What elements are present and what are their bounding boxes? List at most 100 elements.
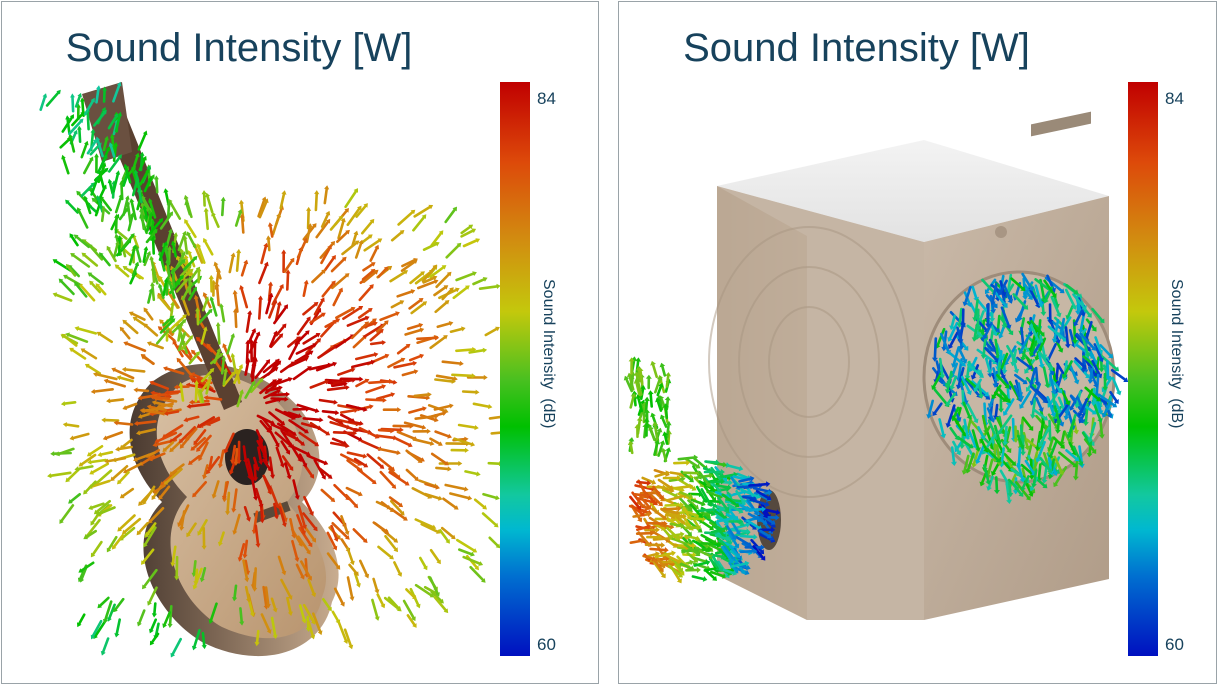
intensity-arrow <box>222 362 232 375</box>
intensity-arrow <box>635 525 649 532</box>
intensity-arrow <box>216 324 221 345</box>
intensity-arrow-head <box>722 461 727 468</box>
intensity-arrow-head <box>105 146 111 151</box>
intensity-arrow-head <box>353 430 358 436</box>
intensity-arrow-head <box>1073 379 1080 385</box>
intensity-arrow-head <box>228 470 234 475</box>
intensity-arrow <box>636 501 648 509</box>
intensity-arrow-head <box>1080 408 1086 414</box>
intensity-arrow-head <box>1001 370 1008 375</box>
intensity-arrow <box>991 282 998 303</box>
intensity-arrow <box>387 358 404 369</box>
intensity-arrow <box>265 386 281 393</box>
intensity-arrow-head <box>60 334 66 339</box>
intensity-arrow <box>121 328 131 340</box>
intensity-arrow-head <box>158 495 163 500</box>
intensity-arrow <box>244 382 255 399</box>
intensity-arrow-head <box>65 199 70 205</box>
intensity-arrow <box>95 87 100 104</box>
intensity-arrow <box>62 157 70 175</box>
intensity-arrow <box>999 352 1009 373</box>
intensity-arrow-head <box>221 495 227 501</box>
intensity-arrow <box>121 438 133 449</box>
intensity-arrow <box>98 506 116 516</box>
intensity-arrow-head <box>660 525 666 531</box>
intensity-arrow-head <box>79 118 84 124</box>
intensity-arrow-head <box>728 479 733 486</box>
intensity-arrow-head <box>356 583 361 588</box>
intensity-arrow <box>974 378 982 391</box>
intensity-arrow <box>1052 367 1057 382</box>
intensity-arrow-head <box>186 532 191 538</box>
intensity-arrow <box>75 235 90 248</box>
intensity-arrow <box>428 576 439 595</box>
intensity-arrow-head <box>225 511 231 516</box>
intensity-arrow <box>74 95 81 108</box>
intensity-arrow-head <box>93 509 99 515</box>
intensity-arrow-head <box>415 603 421 609</box>
intensity-arrow <box>146 214 153 232</box>
intensity-arrow-head <box>80 348 86 353</box>
intensity-arrow-head <box>332 361 338 367</box>
intensity-arrow-head <box>687 506 693 512</box>
intensity-arrow-head <box>186 231 191 237</box>
intensity-arrow-head <box>251 328 257 333</box>
intensity-arrow-head <box>176 255 181 261</box>
intensity-arrow-head <box>63 274 68 280</box>
intensity-arrow-head <box>59 519 64 524</box>
intensity-arrow-head <box>137 395 142 401</box>
intensity-arrow <box>182 257 196 271</box>
intensity-arrow <box>256 414 273 424</box>
intensity-arrow-head <box>345 385 350 391</box>
intensity-arrow <box>373 522 388 534</box>
intensity-arrow-head <box>220 196 226 201</box>
intensity-arrow <box>730 520 740 534</box>
intensity-arrow <box>440 526 454 539</box>
intensity-arrow <box>339 409 356 414</box>
intensity-arrow <box>199 380 211 394</box>
intensity-arrow-head <box>1042 398 1048 404</box>
intensity-arrow <box>664 405 669 420</box>
intensity-arrow-head <box>311 537 317 543</box>
intensity-arrow-head <box>173 384 178 390</box>
intensity-arrow-head <box>285 449 291 455</box>
intensity-arrow-head <box>359 420 364 426</box>
intensity-arrow <box>231 444 237 462</box>
intensity-arrow-head <box>412 360 418 366</box>
intensity-arrow-head <box>455 287 460 293</box>
intensity-arrow-head <box>1058 421 1065 427</box>
intensity-arrow <box>166 410 180 415</box>
intensity-arrow <box>54 293 73 302</box>
intensity-arrow-head <box>1012 438 1019 443</box>
intensity-arrow-head <box>170 265 175 271</box>
intensity-arrow <box>1019 424 1024 441</box>
intensity-arrow-head <box>739 521 745 527</box>
intensity-arrow-head <box>1002 410 1008 416</box>
intensity-arrow <box>179 384 185 402</box>
intensity-arrow-head <box>291 415 296 420</box>
intensity-arrow <box>755 489 770 500</box>
intensity-arrow <box>148 219 162 235</box>
intensity-arrow <box>749 498 768 506</box>
intensity-arrow-head <box>344 273 350 278</box>
intensity-arrow-head <box>1028 347 1034 353</box>
intensity-arrow-head <box>399 230 405 235</box>
intensity-arrow <box>82 349 98 360</box>
intensity-arrow <box>90 479 111 488</box>
intensity-arrow <box>657 478 672 489</box>
intensity-arrow-head <box>1047 474 1054 480</box>
intensity-arrow <box>332 289 343 307</box>
intensity-arrow-head <box>393 547 398 553</box>
intensity-arrow-head <box>1066 434 1073 439</box>
intensity-arrow <box>295 344 315 355</box>
intensity-arrow <box>661 365 667 377</box>
intensity-arrow <box>1084 386 1100 401</box>
intensity-arrow <box>330 524 338 540</box>
intensity-arrow-head <box>384 353 390 359</box>
intensity-arrow <box>435 466 450 471</box>
intensity-arrow <box>1020 326 1025 345</box>
intensity-arrow <box>96 156 107 174</box>
intensity-arrow-head <box>409 423 414 429</box>
intensity-arrow-head <box>171 240 176 245</box>
intensity-arrow <box>59 138 70 149</box>
